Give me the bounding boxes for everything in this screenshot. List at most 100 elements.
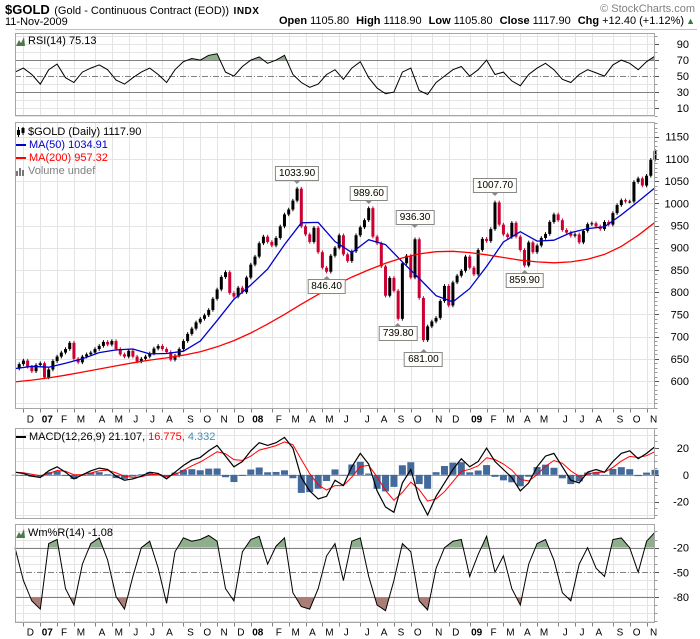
- month-label: D: [237, 628, 244, 639]
- month-label: S: [617, 415, 624, 426]
- month-label: O: [633, 628, 641, 639]
- price-axis-label: 850: [671, 265, 689, 277]
- y-axis-labels: 90 70 50 30 10 600 650 700 750 800 850 900 950 1000 10…: [655, 36, 689, 622]
- ma50-line: [14, 187, 656, 370]
- month-label: D: [27, 415, 34, 426]
- month-label: S: [187, 415, 194, 426]
- macd-value-main: 21.107,: [108, 431, 146, 443]
- ma50-legend-label: MA(50) 1034.91: [29, 139, 108, 151]
- month-label: A: [595, 415, 602, 426]
- month-label: M: [292, 415, 300, 426]
- high-value: 1118.90: [383, 15, 422, 27]
- month-label: 07: [42, 628, 54, 639]
- exchange-tag: INDX: [233, 6, 260, 17]
- open-label: Open: [279, 15, 308, 27]
- month-label: M: [115, 628, 123, 639]
- price-annotation: 739.80: [378, 322, 418, 341]
- low-value: 1105.80: [453, 15, 493, 27]
- month-label: J: [365, 628, 370, 639]
- month-label: A: [595, 628, 602, 639]
- month-label: S: [187, 628, 194, 639]
- wmr-legend-label: Wm%R(14) -1.08: [28, 527, 113, 539]
- month-label: M: [115, 415, 123, 426]
- stockcharts-credit: © StockCharts.com: [600, 3, 695, 15]
- month-label: N: [435, 415, 442, 426]
- month-label: J: [563, 628, 568, 639]
- month-label: A: [524, 628, 531, 639]
- chg-up-arrow: ▲: [686, 16, 695, 26]
- month-label: F: [491, 628, 497, 639]
- chg-label: Chg: [577, 15, 600, 27]
- price-panel-border: [15, 122, 655, 409]
- macd-panel-series: [11, 436, 659, 517]
- wmr-axis-label: -80: [673, 592, 689, 604]
- month-label: F: [276, 628, 282, 639]
- month-label: A: [99, 628, 106, 639]
- month-label: A: [166, 628, 173, 639]
- wmr-panel-border: [15, 524, 655, 623]
- price-annotation: 1007.70: [472, 177, 518, 196]
- month-label: M: [540, 415, 548, 426]
- candlestick-icon: [17, 127, 25, 137]
- x-axis-month-labels: D 07 F M A M J J A S O N D 08 F M A M J J A S O N D 09 F M A M J J A S O ND…: [23, 409, 657, 639]
- price-annotation: 681.00: [404, 349, 443, 367]
- month-label: A: [99, 415, 106, 426]
- price-annotation: 859.90: [505, 269, 544, 288]
- macd-axis-label: -20: [673, 497, 689, 509]
- ma50-legend: MA(50) 1034.91: [16, 139, 108, 151]
- month-label: M: [325, 628, 333, 639]
- price-axis-label: 750: [671, 309, 689, 321]
- chg-value: +12.40 (+1.12%): [602, 15, 685, 27]
- ma50-line-icon: [16, 144, 26, 146]
- month-label: M: [506, 415, 514, 426]
- price-axis-label: 900: [671, 243, 689, 255]
- macd-line-icon: [16, 436, 26, 438]
- macd-axis-label: 20: [677, 443, 689, 455]
- rsi-area-icon: [16, 36, 25, 46]
- open-value: 1105.80: [310, 15, 350, 27]
- price-axis-label: 950: [671, 221, 689, 233]
- month-label: A: [309, 628, 316, 639]
- month-label: 09: [471, 415, 483, 426]
- price-axis-label: 1100: [665, 154, 689, 166]
- rsi-axis-label: 30: [677, 87, 689, 99]
- month-label: J: [133, 628, 138, 639]
- volume-legend-label: Volume undef: [28, 165, 96, 177]
- close-label: Close: [499, 15, 530, 27]
- month-label: 09: [471, 628, 483, 639]
- low-label: Low: [428, 15, 451, 27]
- month-label: J: [344, 415, 349, 426]
- quote-date: 11-Nov-2009: [5, 16, 68, 28]
- ma200-line-icon: [16, 157, 26, 159]
- macd-panel-border: [15, 428, 655, 519]
- price-annotation: 936.30: [395, 209, 435, 228]
- month-label: J: [133, 415, 138, 426]
- symbol-description: (Gold - Continuous Contract (EOD)): [54, 5, 230, 17]
- month-label: D: [452, 628, 459, 639]
- wmr-line: [14, 531, 656, 612]
- volume-legend: Volume undef: [16, 165, 95, 177]
- month-label: O: [203, 415, 211, 426]
- volume-bars-icon: [16, 167, 24, 176]
- month-label: 07: [42, 415, 54, 426]
- panel-borders: [15, 33, 655, 623]
- ma200-legend: MA(200) 957.32: [16, 152, 108, 164]
- price-axis-label: 650: [671, 354, 689, 366]
- rsi-panel-border: [15, 33, 655, 116]
- macd-legend-name: MACD(12,26,9): [29, 431, 106, 443]
- month-label: D: [452, 415, 459, 426]
- month-label: N: [650, 628, 657, 639]
- price-legend-label: $GOLD (Daily) 1117.90: [28, 126, 142, 138]
- month-label: N: [435, 628, 442, 639]
- month-label: F: [61, 415, 67, 426]
- wmr-legend: Wm%R(14) -1.08: [16, 527, 113, 539]
- month-label: O: [633, 415, 641, 426]
- month-label: M: [77, 628, 85, 639]
- price-annotation: 1033.90: [275, 166, 320, 185]
- month-label: A: [166, 415, 173, 426]
- month-label: J: [580, 628, 585, 639]
- month-label: A: [309, 415, 316, 426]
- month-label: F: [276, 415, 282, 426]
